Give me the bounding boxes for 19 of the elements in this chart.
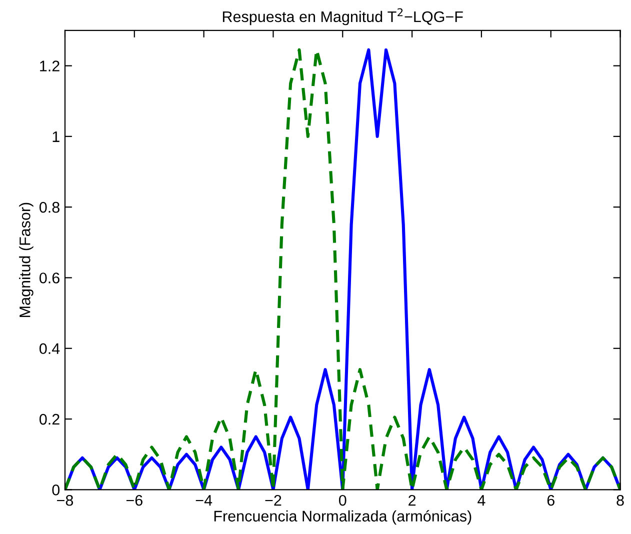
y-tick-label: 1 bbox=[52, 131, 60, 142]
y-tick-label: 0.6 bbox=[39, 272, 60, 284]
x-tick-label: 6 bbox=[547, 494, 554, 506]
x-tick-label: 8 bbox=[616, 494, 624, 506]
y-tick-label: 0.2 bbox=[39, 414, 60, 425]
y-tick-label: 0.8 bbox=[39, 202, 60, 213]
x-tick-label: −2 bbox=[265, 494, 282, 506]
x-tick-label: −4 bbox=[196, 495, 212, 506]
x-axis-title: Frencuencia Normalizada (armónicas) bbox=[214, 510, 472, 525]
y-tick-label: 1.2 bbox=[40, 60, 60, 72]
x-tick-label: 0 bbox=[338, 494, 346, 506]
x-tick-label: 4 bbox=[478, 495, 486, 506]
y-tick-label: 0.4 bbox=[39, 343, 60, 354]
y-axis-title: Magnitud (Fasor) bbox=[19, 202, 34, 317]
y-tick-label: 0 bbox=[52, 484, 60, 496]
chart-title: Respuesta en Magnitud T$^{2}$−LQG−F bbox=[222, 8, 463, 26]
x-tick-label: −8 bbox=[57, 494, 74, 506]
x-tick-label: −6 bbox=[126, 494, 142, 506]
x-tick-label: 2 bbox=[408, 494, 416, 506]
